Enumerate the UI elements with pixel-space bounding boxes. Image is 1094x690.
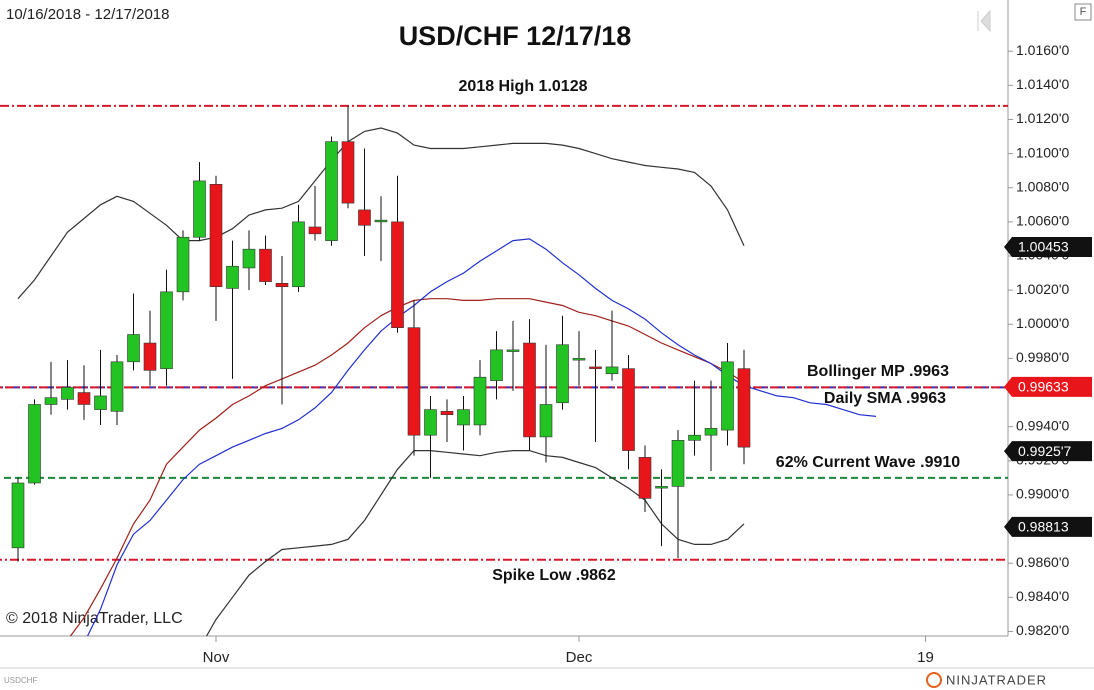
candle-body [358, 209, 371, 226]
price-marker-label: 1.00453 [1018, 239, 1069, 255]
candle-body [671, 440, 685, 487]
y-tick-label: 0.9980'0 [1016, 349, 1069, 365]
candle-body [61, 387, 74, 400]
symbol: USDCHF [4, 676, 37, 685]
corner-button[interactable] [1074, 3, 1092, 21]
candle-body [275, 283, 289, 288]
price-marker-label: 0.9925'7 [1018, 443, 1071, 459]
chart-title: USD/CHF 12/17/18 [399, 21, 632, 51]
candle-body [259, 248, 272, 282]
candle-body [622, 368, 635, 451]
candle-body [143, 342, 157, 371]
plot-area [0, 104, 1008, 636]
candle-body [28, 404, 41, 484]
corner-button-label: F [1080, 6, 1087, 18]
candle-body [160, 291, 173, 369]
candle-body [721, 361, 734, 431]
indicator-line [205, 450, 745, 636]
y-tick-label: 1.0100'0 [1016, 144, 1069, 160]
candle-body [325, 141, 338, 241]
candle-body [242, 248, 256, 269]
candle-body [473, 376, 487, 426]
x-tick-label: 19 [917, 649, 934, 666]
brand-logo [926, 672, 942, 688]
indicator-line [17, 127, 745, 300]
x-tick-label: Dec [566, 649, 593, 666]
candle-body [605, 366, 619, 375]
y-tick-label: 1.0120'0 [1016, 110, 1069, 126]
candle-body [391, 221, 404, 328]
candle-body [688, 434, 701, 441]
candle-body [572, 358, 586, 361]
indicator-line [69, 298, 745, 636]
price-marker [1004, 441, 1092, 462]
candle-body [127, 334, 140, 363]
y-tick-label: 0.9820'0 [1016, 622, 1069, 638]
candle-body [77, 392, 91, 405]
y-tick-label: 0.9940'0 [1016, 417, 1069, 433]
candle-body [589, 366, 602, 369]
candle-body [407, 327, 421, 436]
candle-body [292, 221, 305, 288]
candle-body [523, 342, 536, 438]
y-tick-label: 1.0160'0 [1016, 42, 1069, 58]
level-label: 62% Current Wave .9910 [776, 454, 960, 471]
candle-body [490, 349, 503, 381]
candle-body [193, 180, 206, 238]
candle-body [176, 236, 190, 293]
candle-body [655, 486, 668, 489]
level-label: Spike Low .9862 [492, 567, 616, 584]
y-tick-label: 1.0060'0 [1016, 213, 1069, 229]
y-tick-label: 1.0140'0 [1016, 76, 1069, 92]
candle-body [374, 219, 388, 223]
y-tick-label: 1.0000'0 [1016, 315, 1069, 331]
price-marker-label: 0.98813 [1018, 519, 1069, 535]
candle-body [341, 141, 355, 204]
copyright: © 2018 NinjaTrader, LLC [6, 610, 183, 627]
level-label: Bollinger MP .9963 [807, 363, 949, 380]
price-marker [1004, 376, 1092, 397]
collapse-icon[interactable] [977, 9, 991, 33]
level-label: 2018 High 1.0128 [459, 78, 588, 95]
candle-body [11, 482, 25, 549]
candle-body [556, 344, 569, 404]
price-marker [1004, 516, 1092, 537]
candle-body [94, 395, 107, 410]
y-tick-label: 1.0080'0 [1016, 178, 1069, 194]
price-marker-label: 0.99633 [1018, 379, 1069, 395]
candle-body [506, 349, 520, 352]
candle-body [110, 361, 124, 412]
x-tick-label: Nov [203, 649, 230, 666]
price-marker [1004, 236, 1092, 257]
candle-body [424, 409, 437, 436]
y-tick-label: 0.9860'0 [1016, 554, 1069, 570]
candle-body [44, 397, 58, 405]
candle-body [539, 404, 553, 438]
y-tick-label: 0.9900'0 [1016, 486, 1069, 502]
candle-body [308, 226, 322, 235]
candle-body [226, 265, 239, 289]
y-tick-label: 1.0020'0 [1016, 281, 1069, 297]
date-range: 10/16/2018 - 12/17/2018 [6, 6, 169, 23]
candle-body [440, 411, 454, 416]
candle-body [209, 184, 223, 288]
candle-body [737, 368, 751, 448]
candle-body [704, 428, 718, 436]
candle-body [457, 409, 470, 426]
y-tick-label: 0.9840'0 [1016, 588, 1069, 604]
brand: NINJATRADER [946, 672, 1047, 687]
candle-body [638, 457, 652, 499]
level-label: Daily SMA .9963 [824, 390, 946, 407]
